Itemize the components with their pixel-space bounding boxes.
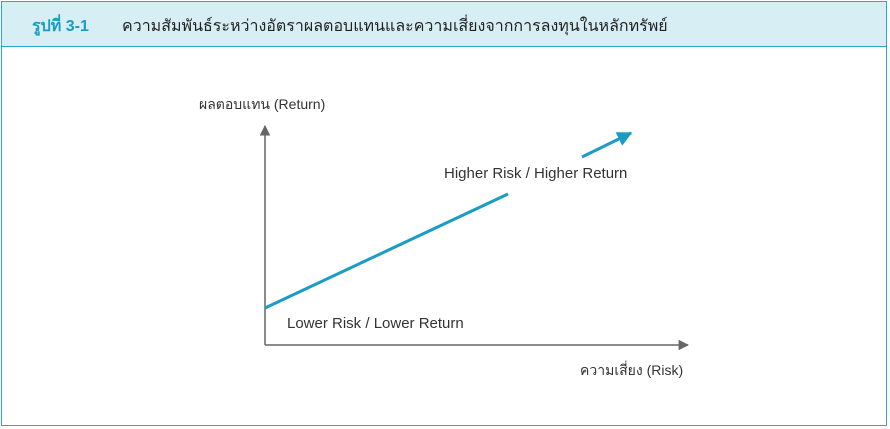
figure-title: ความสัมพันธ์ระหว่างอัตราผลตอบแทนและความเ…: [122, 18, 668, 35]
higher-risk-label: Higher Risk / Higher Return: [444, 165, 627, 182]
figure-number: รูปที่ 3-1: [32, 18, 89, 35]
risk-return-arrow-upper: [581, 131, 633, 159]
figure-header: รูปที่ 3-1 ความสัมพันธ์ระหว่างอัตราผลตอบ…: [2, 2, 886, 47]
x-axis-label: ความเสี่ยง (Risk): [580, 361, 683, 378]
lower-risk-label: Lower Risk / Lower Return: [287, 315, 464, 332]
risk-return-line-lower: [264, 192, 509, 310]
y-axis-label: ผลตอบแทน (Return): [199, 96, 325, 112]
